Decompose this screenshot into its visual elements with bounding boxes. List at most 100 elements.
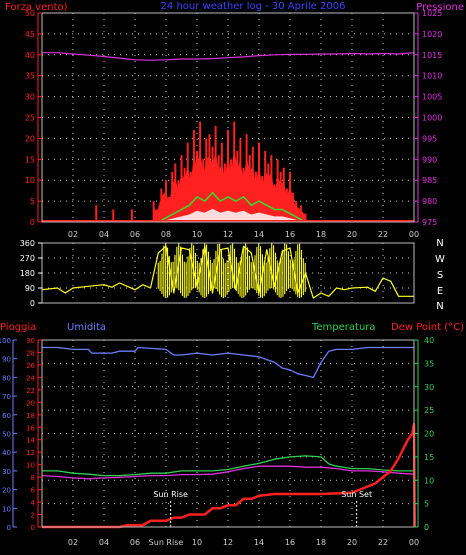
y-tick-label-temperature: 35	[424, 359, 434, 368]
y-tick-label-pressure: 985	[422, 176, 437, 185]
y-tick-label-rain: 16	[26, 424, 35, 432]
x-tick-label: 22	[378, 230, 388, 239]
y-tick-label-wind: 25	[25, 114, 35, 123]
y-tick-label-temperature: 20	[424, 430, 434, 439]
x-tick-label: 10	[192, 230, 202, 239]
x-tick-label: 18	[316, 230, 326, 239]
x-tick-label: 12	[223, 230, 233, 239]
dew-point-line	[41, 465, 415, 480]
y-tick-label-wind: 40	[25, 51, 35, 60]
y-tick-label-wind: 30	[25, 93, 35, 102]
y-tick-label-pressure: 1020	[422, 30, 442, 39]
compass-label: E	[437, 286, 443, 297]
y-tick-label-wind: 5	[30, 197, 35, 206]
y-tick-label-pressure: 1015	[422, 51, 442, 60]
y-tick-label-rain: 20	[26, 399, 35, 407]
y-tick-label-rain: 0	[31, 524, 35, 532]
y-tick-label-humidity: 100	[0, 337, 11, 345]
x-tick-label: 12	[223, 538, 233, 547]
y-tick-label-direction: 0	[30, 299, 35, 308]
y-tick-label-rain: 8	[31, 474, 35, 482]
y-tick-label-temperature: 25	[424, 406, 434, 415]
legend-rain: Pioggia	[0, 322, 36, 333]
y-tick-label-humidity: 90	[2, 356, 11, 364]
y-tick-label-rain: 22	[26, 387, 35, 395]
x-tick-label: 04	[99, 538, 109, 547]
x-tick-label: 18	[316, 538, 326, 547]
y-tick-label-pressure: 990	[422, 155, 437, 164]
y-tick-label-humidity: 70	[2, 393, 11, 401]
x-tick-label: 00	[409, 538, 419, 547]
y-tick-label-wind: 15	[25, 155, 35, 164]
y-tick-label-direction: 360	[20, 239, 35, 248]
wind-min-area	[158, 208, 306, 222]
y-tick-label-humidity: 20	[2, 487, 11, 495]
y-tick-label-wind: 0	[30, 218, 35, 227]
y-tick-label-pressure: 1005	[422, 93, 442, 102]
y-tick-label-rain: 4	[31, 499, 36, 507]
y-tick-label-direction: 270	[20, 254, 35, 263]
x-tick-label: 20	[347, 230, 357, 239]
x-tick-label: 04	[99, 230, 109, 239]
y-tick-label-wind: 50	[25, 9, 35, 18]
y-tick-label-pressure: 980	[422, 197, 437, 206]
y-tick-label-rain: 2	[31, 512, 35, 520]
sunrise-label: Sun Rise	[153, 490, 188, 499]
y-tick-label-humidity: 60	[2, 412, 11, 420]
y-tick-label-temperature: 0	[424, 523, 429, 532]
y-tick-label-temperature: 10	[424, 476, 434, 485]
pressure-line	[42, 52, 415, 61]
wind-gust-area	[153, 146, 306, 222]
y-tick-label-rain: 10	[26, 462, 35, 470]
x-tick-label: 22	[378, 538, 388, 547]
x-tick-label: 00	[409, 230, 419, 239]
compass-label: N	[436, 238, 443, 249]
y-tick-label-humidity: 40	[2, 449, 11, 457]
wind-direction-line	[41, 245, 414, 299]
x-tick-label: 16	[285, 538, 295, 547]
sunset-label: Sun Set	[341, 490, 372, 499]
y-tick-label-temperature: 5	[424, 500, 429, 509]
y-tick-label-pressure: 995	[422, 134, 437, 143]
compass-label: N	[436, 301, 443, 312]
x-tick-label: 20	[347, 538, 357, 547]
y-tick-label-temperature: 30	[424, 383, 434, 392]
compass-label: W	[435, 254, 445, 265]
y-tick-label-humidity: 50	[2, 431, 11, 439]
x-tick-label: 14	[254, 538, 264, 547]
y-tick-label-direction: 180	[20, 269, 35, 278]
y-tick-label-wind: 35	[25, 72, 35, 81]
y-tick-label-rain: 18	[26, 412, 35, 420]
y-tick-label-pressure: 1025	[422, 9, 442, 18]
temperature-line	[42, 455, 414, 477]
y-tick-label-pressure: 975	[422, 218, 437, 227]
y-axis-title-wind: Forza vento)	[5, 2, 68, 13]
y-tick-label-rain: 12	[26, 449, 35, 457]
x-tick-label: 06	[130, 538, 140, 547]
chart-title: 24 hour weather log - 30 Aprile 2006	[161, 1, 346, 12]
y-tick-label-rain: 28	[26, 349, 35, 357]
y-tick-label-wind: 10	[25, 176, 35, 185]
y-tick-label-humidity: 0	[7, 524, 11, 532]
y-tick-label-rain: 26	[26, 362, 35, 370]
humidity-line	[42, 346, 414, 379]
y-tick-label-wind: 45	[25, 30, 35, 39]
wind-avg-line	[157, 191, 306, 223]
rain-line	[42, 422, 417, 529]
compass-label: S	[437, 270, 443, 281]
y-tick-label-humidity: 80	[2, 374, 11, 382]
legend-temperature: Temperatura	[311, 322, 376, 333]
y-tick-label-rain: 24	[26, 374, 35, 382]
y-tick-label-temperature: 15	[424, 453, 434, 462]
y-tick-label-pressure: 1000	[422, 114, 442, 123]
x-tick-label: 14	[254, 230, 264, 239]
y-axis-title-pressure: Pressione	[416, 2, 464, 13]
x-tick-label: 02	[68, 230, 78, 239]
y-tick-label-direction: 90	[25, 284, 35, 293]
y-tick-label-temperature: 40	[424, 336, 434, 345]
y-tick-label-humidity: 30	[2, 468, 11, 476]
y-tick-label-wind: 20	[25, 134, 35, 143]
y-tick-label-rain: 14	[26, 437, 35, 445]
x-tick-label: Sun Rise	[149, 538, 184, 547]
